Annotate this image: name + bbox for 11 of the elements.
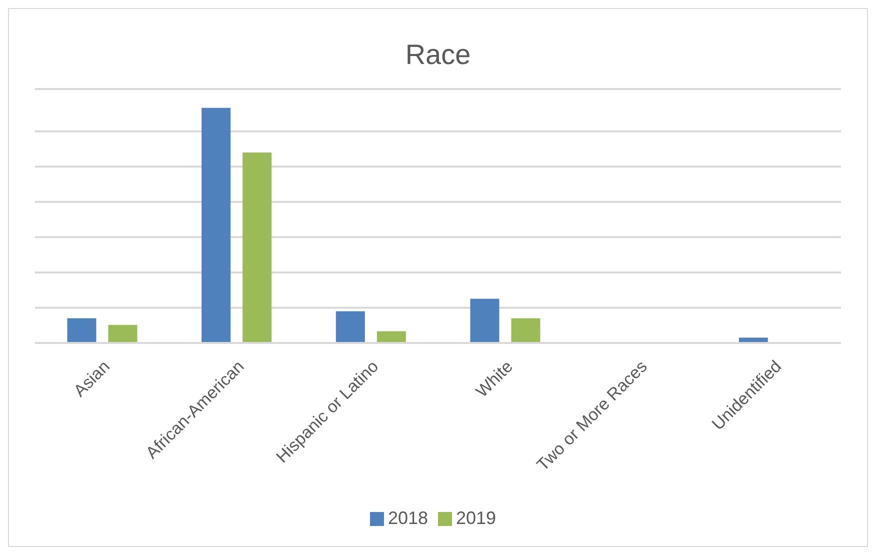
bar xyxy=(202,108,231,343)
legend-label: 2019 xyxy=(456,508,496,528)
bar xyxy=(511,318,540,343)
bar xyxy=(108,324,138,343)
chart-title: Race xyxy=(404,38,472,70)
bar xyxy=(336,311,365,343)
bar xyxy=(242,152,272,343)
bar xyxy=(470,298,500,343)
bar xyxy=(376,331,406,343)
legend-label: 2018 xyxy=(388,508,428,528)
bar xyxy=(67,318,96,343)
